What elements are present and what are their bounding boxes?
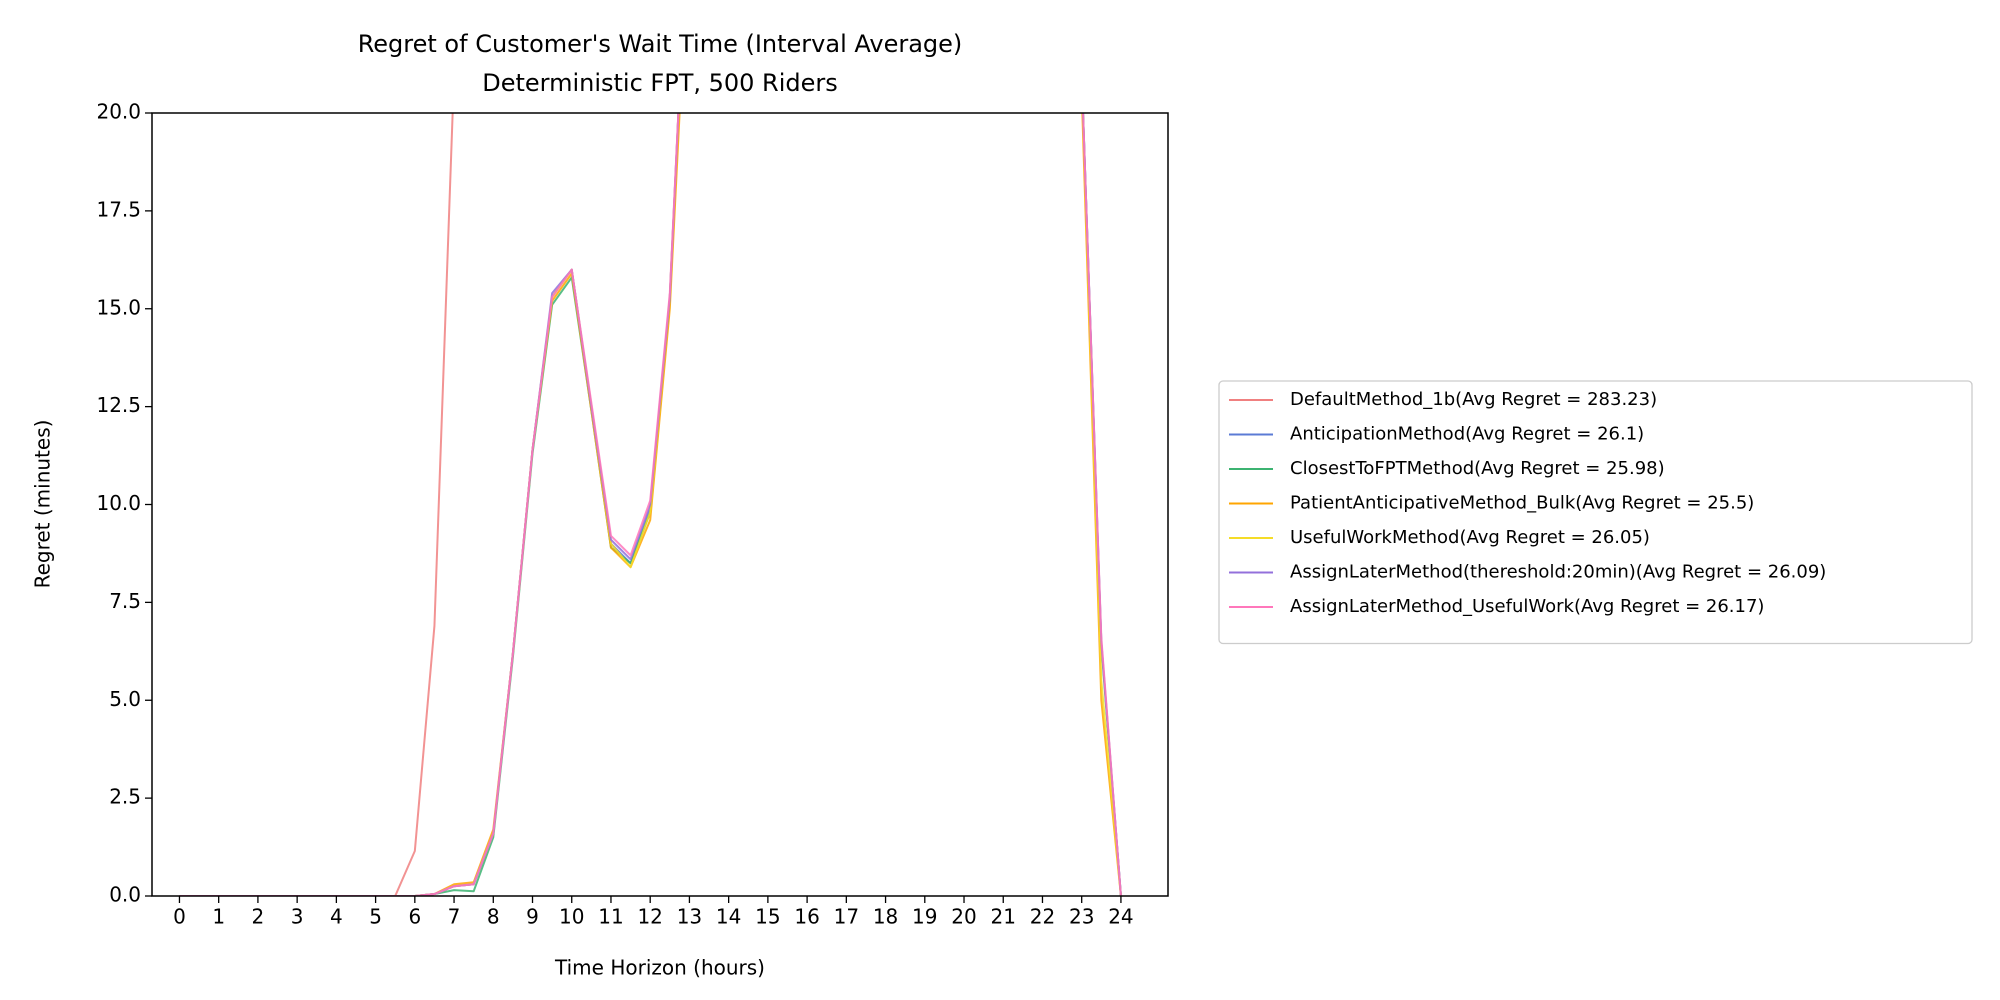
x-tick-label: 14 bbox=[716, 905, 741, 929]
x-tick-label: 20 bbox=[951, 905, 976, 929]
legend-label: ClosestToFPTMethod(Avg Regret = 25.98) bbox=[1290, 458, 1665, 479]
legend-label: DefaultMethod_1b(Avg Regret = 283.23) bbox=[1290, 389, 1657, 410]
chart-title: Regret of Customer's Wait Time (Interval… bbox=[358, 30, 963, 58]
legend-label: UsefulWorkMethod(Avg Regret = 26.05) bbox=[1290, 527, 1650, 548]
y-tick-label: 15.0 bbox=[96, 295, 141, 319]
x-tick-label: 21 bbox=[991, 905, 1016, 929]
x-tick-label: 9 bbox=[526, 905, 539, 929]
y-tick-label: 17.5 bbox=[96, 197, 141, 221]
y-tick-label: 7.5 bbox=[109, 589, 141, 613]
x-tick-label: 22 bbox=[1030, 905, 1055, 929]
legend-label: AssignLaterMethod_UsefulWork(Avg Regret … bbox=[1290, 596, 1764, 617]
chart-subtitle: Deterministic FPT, 500 Riders bbox=[482, 69, 838, 97]
y-tick-label: 5.0 bbox=[109, 687, 141, 711]
x-tick-label: 24 bbox=[1108, 905, 1133, 929]
series-line bbox=[179, 113, 1122, 896]
x-tick-label: 16 bbox=[794, 905, 819, 929]
series-line bbox=[179, 113, 1122, 896]
x-tick-label: 2 bbox=[252, 905, 265, 929]
x-tick-label: 15 bbox=[755, 905, 780, 929]
legend-label: AssignLaterMethod(thereshold:20min)(Avg … bbox=[1290, 562, 1826, 583]
x-tick-label: 23 bbox=[1069, 905, 1094, 929]
x-tick-label: 6 bbox=[408, 905, 421, 929]
series-line bbox=[179, 113, 1122, 896]
y-tick-label: 0.0 bbox=[109, 883, 141, 907]
x-tick-label: 5 bbox=[369, 905, 382, 929]
x-tick-label: 7 bbox=[448, 905, 461, 929]
x-tick-label: 18 bbox=[873, 905, 898, 929]
legend-label: PatientAnticipativeMethod_Bulk(Avg Regre… bbox=[1290, 493, 1754, 514]
y-tick-label: 10.0 bbox=[96, 491, 141, 515]
y-tick-label: 12.5 bbox=[96, 393, 141, 417]
x-axis-label: Time Horizon (hours) bbox=[554, 956, 765, 980]
legend-box bbox=[1218, 380, 1973, 645]
x-tick-label: 10 bbox=[559, 905, 584, 929]
y-tick-label: 20.0 bbox=[96, 100, 141, 124]
plot-lines bbox=[179, 113, 1122, 896]
legend-label: AnticipationMethod(Avg Regret = 26.1) bbox=[1290, 424, 1644, 445]
x-tick-label: 8 bbox=[487, 905, 500, 929]
x-tick-label: 3 bbox=[291, 905, 304, 929]
series-line bbox=[179, 113, 1122, 896]
x-tick-label: 1 bbox=[212, 905, 225, 929]
x-tick-label: 0 bbox=[173, 905, 186, 929]
x-tick-label: 19 bbox=[912, 905, 937, 929]
x-tick-label: 4 bbox=[330, 905, 343, 929]
x-tick-label: 12 bbox=[637, 905, 662, 929]
y-tick-label: 2.5 bbox=[109, 785, 141, 809]
x-tick-label: 11 bbox=[598, 905, 623, 929]
x-tick-label: 17 bbox=[834, 905, 859, 929]
x-tick-label: 13 bbox=[677, 905, 702, 929]
y-axis-label: Regret (minutes) bbox=[31, 420, 55, 589]
